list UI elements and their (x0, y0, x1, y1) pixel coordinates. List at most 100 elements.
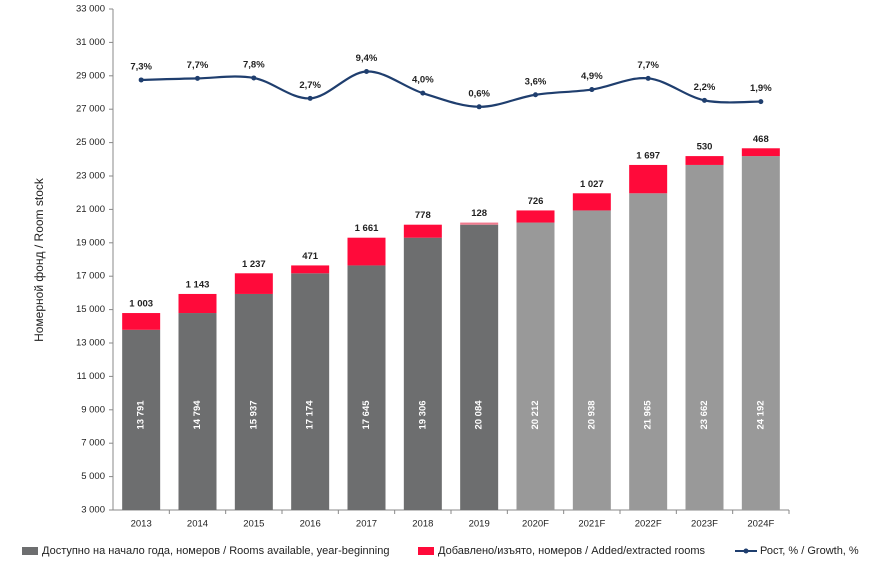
x-tick-label: 2020F (522, 519, 549, 530)
bar-available (572, 210, 611, 510)
growth-label: 7,3% (130, 61, 152, 72)
y-tick-label: 11 000 (77, 371, 105, 382)
growth-label: 3,6% (525, 76, 547, 87)
bar-added (178, 293, 217, 314)
bar-value-label: 14 794 (192, 400, 203, 430)
bar-available (178, 313, 217, 510)
y-tick-label: 15 000 (76, 304, 105, 315)
bar-available (741, 156, 780, 510)
legend-label: Рост, % / Growth, % (760, 545, 859, 557)
bar-value-label: 17 645 (361, 400, 372, 430)
y-tick-label: 19 000 (76, 237, 105, 248)
x-tick-label: 2013 (131, 519, 152, 530)
bar-value-label: 20 212 (530, 400, 541, 429)
legend-label: Доступно на начало года, номеров / Rooms… (42, 545, 389, 557)
growth-marker (702, 97, 707, 103)
legend-swatch (22, 547, 38, 555)
growth-label: 9,4% (356, 53, 378, 64)
y-tick-label: 29 000 (76, 70, 105, 81)
growth-marker (476, 104, 482, 110)
y-tick-label: 33 000 (76, 4, 105, 15)
bar-available (122, 329, 161, 510)
growth-label: 7,8% (243, 59, 265, 70)
x-tick-label: 2016 (300, 519, 321, 530)
growth-label: 7,7% (187, 60, 209, 71)
added-value-label: 1 027 (580, 179, 604, 190)
added-value-label: 778 (415, 210, 431, 221)
bar-added (629, 164, 668, 194)
added-value-label: 530 (697, 142, 713, 153)
x-tick-label: 2021F (578, 519, 605, 530)
bar-value-label: 13 791 (136, 400, 147, 430)
y-tick-label: 7 000 (81, 438, 105, 449)
bar-value-label: 15 937 (248, 400, 259, 429)
y-tick-label: 31 000 (76, 37, 105, 48)
growth-marker (307, 95, 313, 101)
bar-value-label: 20 938 (586, 400, 597, 429)
bar-available (685, 164, 724, 511)
added-value-label: 128 (471, 208, 487, 219)
x-tick-label: 2015 (243, 519, 264, 530)
bar-added (460, 222, 499, 225)
bar-added (291, 265, 330, 274)
y-tick-label: 3 000 (81, 505, 105, 516)
bar-added (403, 224, 442, 238)
growth-marker (251, 75, 257, 81)
bar-added (741, 148, 780, 157)
bar-available (460, 224, 499, 510)
x-tick-label: 2023F (691, 519, 718, 530)
growth-label: 0,6% (468, 88, 490, 99)
x-tick-label: 2022F (635, 519, 662, 530)
legend-swatch-marker (743, 548, 749, 554)
growth-marker (533, 92, 538, 98)
added-value-label: 1 697 (636, 150, 660, 161)
bar-added (234, 273, 273, 294)
growth-marker (420, 90, 426, 96)
added-value-label: 1 143 (186, 279, 210, 290)
x-tick-label: 2014 (187, 519, 208, 530)
y-tick-label: 25 000 (76, 137, 105, 148)
growth-label: 2,2% (694, 82, 716, 93)
legend-swatch (418, 547, 434, 555)
y-axis-label: Номерной фонд / Room stock (32, 177, 46, 342)
y-tick-label: 17 000 (76, 271, 105, 282)
bar-value-label: 17 174 (305, 400, 316, 430)
y-tick-label: 9 000 (81, 404, 105, 415)
x-tick-label: 2019 (469, 519, 490, 530)
bar-value-label: 24 192 (755, 400, 766, 429)
bar-available (629, 193, 668, 511)
added-value-label: 468 (753, 134, 769, 145)
bar-added (516, 210, 555, 223)
legend-label: Добавлено/изъято, номеров / Added/extrac… (438, 545, 706, 557)
growth-label: 4,9% (581, 71, 603, 82)
added-value-label: 726 (528, 196, 544, 207)
y-tick-label: 21 000 (76, 204, 105, 215)
bar-value-label: 23 662 (699, 400, 710, 429)
bar-added (122, 313, 161, 330)
bar-added (572, 193, 611, 211)
y-tick-label: 13 000 (76, 338, 105, 349)
bar-added (347, 237, 386, 266)
added-value-label: 1 237 (242, 259, 266, 270)
x-tick-label: 2017 (356, 519, 377, 530)
growth-marker (645, 75, 651, 81)
x-tick-label: 2018 (412, 519, 433, 530)
bar-available (291, 273, 330, 510)
growth-marker (758, 99, 764, 105)
added-value-label: 1 003 (129, 299, 153, 310)
bar-value-label: 21 965 (643, 400, 654, 430)
growth-label: 2,7% (299, 80, 321, 91)
growth-line (141, 70, 761, 108)
bar-added (685, 156, 724, 165)
x-tick-label: 2024F (747, 519, 774, 530)
bar-available (347, 265, 386, 510)
bar-value-label: 19 306 (417, 400, 428, 429)
added-value-label: 471 (302, 251, 319, 262)
growth-label: 7,7% (637, 60, 659, 71)
legend: Доступно на начало года, номеров / Rooms… (22, 545, 859, 557)
bar-available (403, 237, 442, 510)
growth-marker (589, 87, 595, 93)
bar-available (234, 293, 273, 510)
growth-marker (138, 77, 144, 83)
